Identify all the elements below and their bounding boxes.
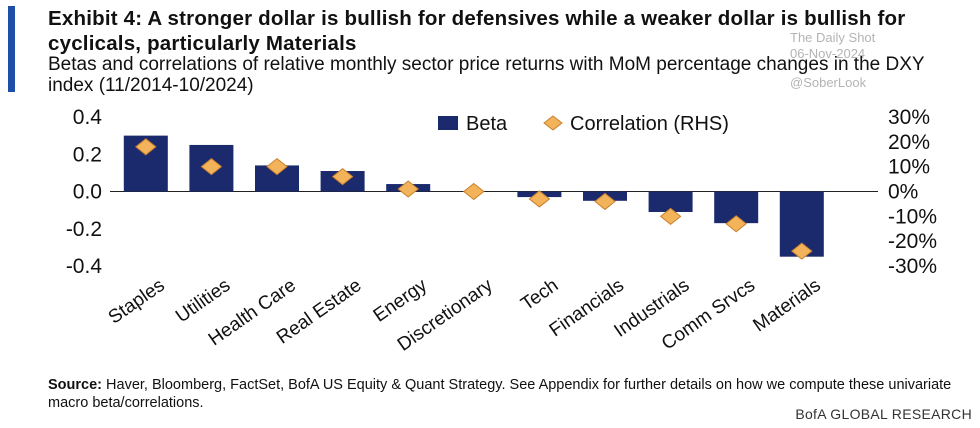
correlation-marker <box>594 192 616 211</box>
source-text: Haver, Bloomberg, FactSet, BofA US Equit… <box>48 377 952 411</box>
watermark-date: 06-Nov-2024 <box>790 46 866 61</box>
y-right-tick-label: -20% <box>888 230 937 253</box>
source-label: Source: <box>48 377 102 393</box>
correlation-marker <box>331 167 354 186</box>
source-note: Source: Haver, Bloomberg, FactSet, BofA … <box>48 376 958 412</box>
legend-correlation-marker <box>543 115 563 131</box>
chart-subtitle: Betas and correlations of relative month… <box>48 54 925 96</box>
y-right-tick-label: -30% <box>888 255 937 278</box>
y-left-tick-label: -0.2 <box>66 218 102 241</box>
y-right-tick-label: 10% <box>888 156 930 179</box>
accent-bar <box>8 6 15 92</box>
beta-bar <box>648 191 693 212</box>
y-left-tick-label: 0.0 <box>73 181 102 204</box>
y-left-tick-label: 0.2 <box>73 143 102 166</box>
legend-beta-swatch <box>438 116 458 130</box>
correlation-marker <box>397 180 420 198</box>
correlation-marker <box>659 207 682 225</box>
chart-svg: 0.4 0.2 0.0 -0.2 -0.4 30%20%10%0%-10%-20%-30%… <box>66 106 937 356</box>
correlation-marker <box>790 242 813 260</box>
y-right-tick-label: 0% <box>888 181 918 204</box>
legend-beta-label: Beta <box>466 113 508 135</box>
category-label: Tech <box>517 275 562 315</box>
correlation-marker <box>725 215 748 233</box>
brand-label: BofA GLOBAL RESEARCH <box>795 406 972 422</box>
y-left-tick-label: 0.4 <box>73 106 103 129</box>
correlation-marker <box>200 158 223 176</box>
y-right-tick-label: 20% <box>888 131 930 154</box>
y-right-tick-label: 30% <box>888 106 930 129</box>
watermark-handle: @SoberLook <box>790 75 867 90</box>
correlation-marker <box>462 182 485 201</box>
correlation-marker <box>134 138 157 156</box>
y-right-tick-label: -10% <box>888 205 937 228</box>
legend-correlation-label: Correlation (RHS) <box>570 113 729 135</box>
y-left-tick-label: -0.4 <box>66 255 103 278</box>
category-label: Materials <box>749 275 824 336</box>
category-label: Staples <box>105 275 169 329</box>
correlation-marker <box>266 158 288 176</box>
chart-title: Exhibit 4: A stronger dollar is bullish … <box>48 7 906 55</box>
watermark-source: The Daily Shot <box>790 30 876 45</box>
correlation-marker <box>528 190 551 208</box>
